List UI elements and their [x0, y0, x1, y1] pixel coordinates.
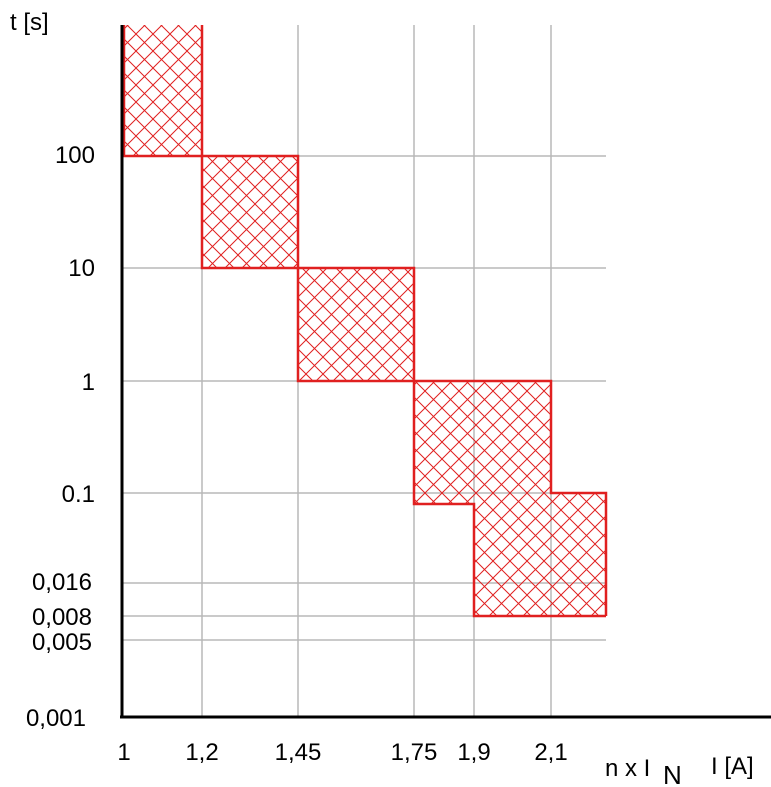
- y-tick-labels: 100 10 1 0.1 0,016 0,008 0,005 0,001: [26, 142, 95, 732]
- y-tick-label: 0,016: [32, 569, 92, 596]
- x-tick-label: 1,45: [275, 739, 322, 766]
- x-axis-label-prefix: n x I: [605, 755, 650, 782]
- x-axis-label: n x I N I [A]: [605, 753, 754, 787]
- y-tick-label: 0,005: [32, 629, 92, 656]
- x-tick-labels: 1 1,2 1,45 1,75 1,9 2,1: [117, 739, 567, 766]
- lower-bound-line: [122, 25, 606, 618]
- x-tick-label: 2,1: [534, 739, 567, 766]
- y-axis-label: t [s]: [10, 9, 49, 36]
- y-tick-label: 0.1: [62, 481, 95, 508]
- upper-bound-line: [200, 25, 608, 616]
- tolerance-band-fill: [124, 25, 606, 616]
- y-tick-label: 10: [68, 255, 95, 282]
- x-axis-label-suffix: I [A]: [711, 753, 754, 780]
- x-tick-label: 1,9: [457, 739, 490, 766]
- y-tick-label: 100: [55, 142, 95, 169]
- y-tick-label: 0,001: [26, 705, 86, 732]
- y-tick-label: 1: [82, 369, 95, 396]
- x-tick-label: 1: [117, 739, 130, 766]
- y-tick-label: 0,008: [32, 604, 92, 631]
- tolerance-band: [122, 25, 608, 618]
- x-axis-label-subscript: N: [663, 760, 682, 787]
- x-tick-label: 1,75: [391, 739, 438, 766]
- x-tick-label: 1,2: [185, 739, 218, 766]
